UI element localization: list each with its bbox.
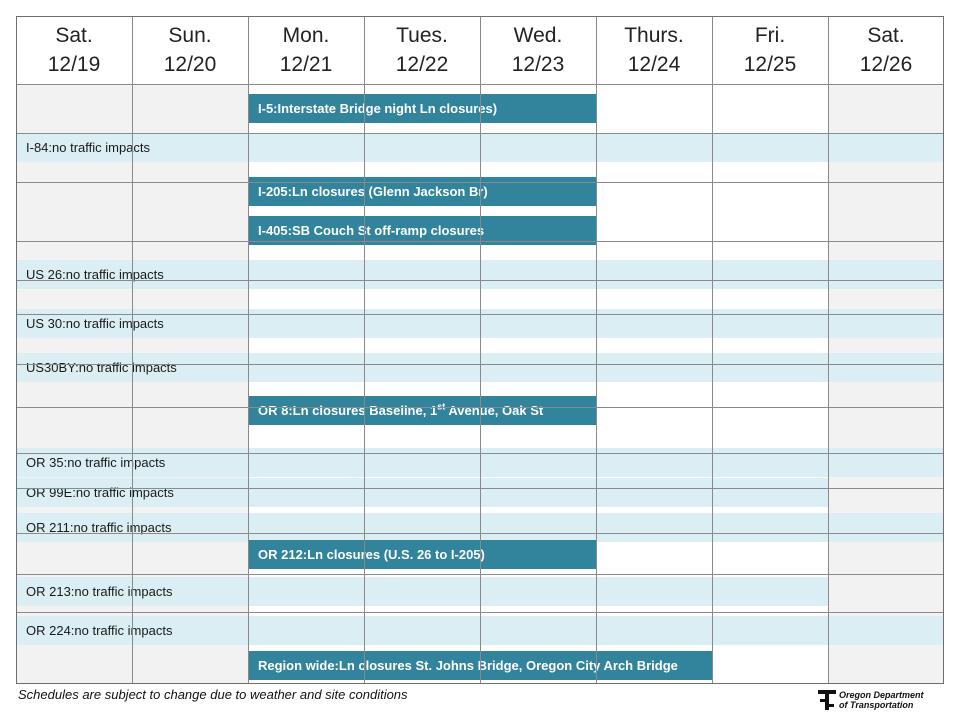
ordinal-suffix: st — [437, 402, 445, 412]
day-date: 12/26 — [859, 53, 913, 76]
grid-vline — [712, 16, 713, 684]
day-name: Sat. — [867, 24, 905, 47]
day-header: Wed. 12/23 — [480, 16, 596, 84]
grid-hline — [16, 182, 944, 183]
traffic-calendar: Sat. 12/19 Sun. 12/20 Mon. 12/21 Tues. 12/22 Wed… — [16, 16, 944, 684]
day-date: 12/22 — [395, 53, 449, 76]
day-date: 12/19 — [47, 53, 101, 76]
route-label: OR 213: — [26, 584, 75, 599]
day-name: Wed. — [513, 24, 563, 47]
event-text: no traffic impacts — [78, 360, 177, 375]
day-name: Sun. — [168, 24, 212, 47]
grid-hline — [16, 280, 944, 281]
grid-hline — [16, 133, 944, 134]
route-label: I-205: — [258, 184, 292, 199]
route-label: OR 35: — [26, 455, 68, 470]
day-header: Thurs. 12/24 — [596, 16, 712, 84]
grid-vline — [248, 16, 249, 684]
event-text: no traffic impacts — [65, 316, 164, 331]
grid-hline — [16, 488, 944, 489]
event-text: no traffic impacts — [74, 623, 173, 638]
grid-hline — [16, 574, 944, 575]
event-text: no traffic impacts — [65, 267, 164, 282]
route-label: I-84: — [26, 140, 53, 155]
grid-vline — [480, 16, 481, 684]
closure-bar: OR 212: Ln closures (U.S. 26 to I-205) — [248, 540, 596, 569]
event-text: Ln closures Baseline, 1st Avenue, Oak St — [292, 402, 544, 418]
day-header: Sun. 12/20 — [132, 16, 248, 84]
grid-hline — [16, 533, 944, 534]
route-label: US 26: — [26, 267, 66, 282]
route-label: OR 8: — [258, 403, 293, 418]
grid-hline — [16, 314, 944, 315]
event-text: Ln closures St. Johns Bridge, Oregon Cit… — [338, 658, 678, 673]
odot-logo-icon — [818, 690, 836, 710]
no-impact-bar: OR 213: no traffic impacts — [16, 577, 828, 606]
route-label: OR 224: — [26, 623, 75, 638]
day-name: Mon. — [282, 24, 330, 47]
no-impact-bar: OR 99E: no traffic impacts — [16, 478, 828, 507]
day-name: Thurs. — [624, 24, 684, 47]
day-header: Mon. 12/21 — [248, 16, 364, 84]
event-text: Interstate Bridge night Ln closures) — [277, 101, 498, 116]
event-text: no traffic impacts — [67, 455, 166, 470]
route-label: OR 211: — [26, 520, 74, 535]
day-header: Sat. 12/26 — [828, 16, 944, 84]
grid-vline — [364, 16, 365, 684]
grid-vline — [132, 16, 133, 684]
closure-bar: I-405: SB Couch St off-ramp closures — [248, 216, 596, 245]
day-date: 12/24 — [627, 53, 681, 76]
closure-bar: OR 8: Ln closures Baseline, 1st Avenue, … — [248, 396, 596, 425]
logo-text: Oregon Department of Transportation — [839, 690, 924, 710]
closure-bar: I-205: Ln closures (Glenn Jackson Br) — [248, 177, 596, 206]
route-label: US30BY: — [26, 360, 79, 375]
day-header: Sat. 12/19 — [16, 16, 132, 84]
logo-line-1: Oregon Department — [839, 690, 924, 700]
grid-hline — [16, 407, 944, 408]
event-text: no traffic impacts — [52, 140, 151, 155]
event-text: Ln closures (U.S. 26 to I-205) — [307, 547, 485, 562]
route-label: I-405: — [258, 223, 292, 238]
grid-vline — [596, 16, 597, 684]
grid-hline — [16, 84, 944, 85]
calendar-border — [16, 16, 944, 684]
closure-bar: I-5: Interstate Bridge night Ln closures… — [248, 94, 596, 123]
route-label: OR 212: — [258, 547, 308, 562]
day-date: 12/25 — [743, 53, 797, 76]
grid-hline — [16, 453, 944, 454]
day-date: 12/23 — [511, 53, 565, 76]
day-name: Sat. — [55, 24, 93, 47]
logo-line-2: of Transportation — [839, 700, 914, 710]
event-text: no traffic impacts — [74, 584, 173, 599]
day-date: 12/20 — [163, 53, 217, 76]
grid-hline — [16, 241, 944, 242]
day-name: Tues. — [396, 24, 448, 47]
day-name: Fri. — [754, 24, 786, 47]
footnote: Schedules are subject to change due to w… — [18, 687, 408, 702]
day-date: 12/21 — [279, 53, 333, 76]
event-text: SB Couch St off-ramp closures — [291, 223, 485, 238]
grid-hline — [16, 364, 944, 365]
day-header: Fri. 12/25 — [712, 16, 828, 84]
calendar-header: Sat. 12/19 Sun. 12/20 Mon. 12/21 Tues. 12/22 Wed… — [16, 16, 944, 84]
odot-logo: Oregon Department of Transportation — [818, 690, 924, 710]
event-text: Ln closures (Glenn Jackson Br) — [291, 184, 488, 199]
route-label: Region wide: — [258, 658, 339, 673]
event-text: no traffic impacts — [73, 520, 172, 535]
day-column-7 — [828, 84, 944, 684]
grid-vline — [828, 16, 829, 684]
route-label: US 30: — [26, 316, 66, 331]
grid-hline — [16, 612, 944, 613]
day-header: Tues. 12/22 — [364, 16, 480, 84]
route-label: I-5: — [258, 101, 278, 116]
